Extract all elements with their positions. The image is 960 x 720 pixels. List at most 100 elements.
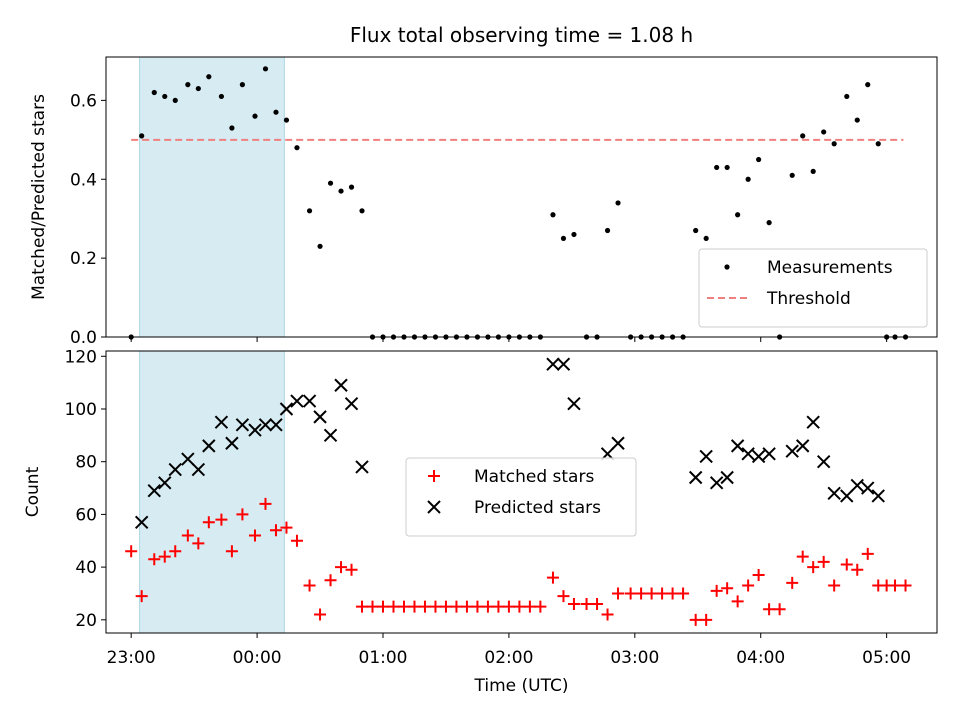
- data-point: [800, 133, 806, 139]
- data-point: [861, 547, 874, 560]
- data-point: [313, 410, 327, 424]
- data-point: [773, 603, 786, 616]
- data-point: [348, 184, 355, 190]
- data-point: [215, 513, 228, 526]
- data-point: [359, 208, 365, 214]
- data-point: [158, 550, 171, 563]
- data-point: [236, 508, 249, 521]
- data-point: [397, 600, 410, 613]
- data-point: [741, 447, 755, 461]
- data-point: [785, 444, 799, 458]
- data-point: [262, 66, 269, 72]
- y-tick-label: 0.2: [70, 249, 97, 269]
- data-point: [556, 357, 571, 371]
- data-point: [429, 600, 442, 613]
- data-point: [557, 590, 570, 603]
- legend-label: Measurements: [767, 258, 893, 278]
- data-point: [742, 579, 755, 592]
- data-point: [735, 212, 741, 218]
- data-point: [730, 439, 745, 453]
- data-point: [162, 93, 168, 100]
- data-point: [850, 478, 864, 493]
- data-point: [450, 600, 463, 613]
- x-tick-label: 05:00: [862, 648, 911, 668]
- data-point: [571, 231, 577, 238]
- data-point: [795, 439, 810, 453]
- data-point: [523, 600, 536, 613]
- data-point: [844, 93, 850, 100]
- data-point: [335, 561, 348, 574]
- data-point: [306, 208, 313, 214]
- data-point: [269, 418, 283, 432]
- data-point: [248, 529, 261, 542]
- y-axis-label: Count: [23, 466, 43, 517]
- data-point: [851, 563, 864, 576]
- data-point: [439, 600, 452, 613]
- data-point: [181, 452, 195, 466]
- data-point: [259, 497, 272, 510]
- data-point: [334, 378, 348, 392]
- y-tick-label: 0.4: [70, 170, 97, 190]
- data-point: [481, 600, 494, 613]
- y-tick-label: 60: [75, 505, 97, 525]
- x-tick-label: 00:00: [233, 648, 282, 668]
- x-axis-label: Time (UTC): [474, 676, 569, 696]
- bottom-panel-counts: 20 40 60 80 100 120 23:00 00:00 01:00 02:00 03:00 0…: [23, 347, 938, 668]
- data-point: [202, 516, 215, 529]
- legend: Measurements Threshold: [698, 248, 928, 328]
- data-point: [724, 164, 730, 171]
- y-tick-label: 40: [75, 558, 97, 578]
- data-point: [252, 113, 258, 119]
- data-point: [280, 521, 293, 534]
- data-point: [258, 418, 273, 432]
- legend-swatch: [724, 264, 730, 270]
- data-point: [172, 97, 178, 103]
- legend-swatch: [427, 500, 441, 514]
- data-point: [700, 613, 713, 626]
- data-point: [345, 563, 358, 576]
- data-point: [418, 600, 431, 613]
- data-point: [807, 561, 820, 574]
- data-point: [854, 117, 860, 123]
- data-point: [225, 436, 239, 450]
- y-tick-label: 20: [75, 611, 97, 631]
- data-point: [721, 582, 734, 595]
- data-point: [688, 470, 703, 485]
- data-point: [218, 93, 225, 100]
- data-point: [235, 418, 250, 432]
- data-point: [871, 489, 885, 503]
- data-point: [502, 600, 515, 613]
- data-point: [865, 82, 871, 88]
- data-point: [714, 164, 720, 171]
- data-point: [147, 483, 161, 498]
- x-tick-label: 01:00: [359, 648, 408, 668]
- data-point: [817, 555, 830, 568]
- data-point: [762, 447, 776, 461]
- data-point: [789, 172, 795, 178]
- data-point: [290, 394, 304, 408]
- data-point: [889, 579, 902, 592]
- legend-swatch: [428, 470, 440, 482]
- data-point: [148, 553, 161, 566]
- data-point: [899, 579, 912, 592]
- data-point: [666, 587, 679, 600]
- data-point: [763, 603, 776, 616]
- data-point: [601, 608, 614, 621]
- data-point: [195, 85, 201, 92]
- y-tick-label: 0.0: [70, 328, 97, 348]
- data-point: [158, 476, 172, 490]
- data-point: [387, 600, 400, 613]
- x-tick-label: 02:00: [484, 648, 533, 668]
- data-point: [214, 415, 229, 429]
- data-point: [302, 394, 317, 408]
- data-point: [225, 545, 238, 558]
- data-point: [492, 600, 505, 613]
- data-point: [611, 436, 625, 450]
- data-point: [615, 200, 621, 206]
- data-point: [831, 141, 837, 147]
- data-point: [656, 587, 669, 600]
- x-tick-label: 03:00: [610, 648, 659, 668]
- data-point: [677, 587, 690, 600]
- data-point: [239, 82, 246, 88]
- data-point: [828, 579, 841, 592]
